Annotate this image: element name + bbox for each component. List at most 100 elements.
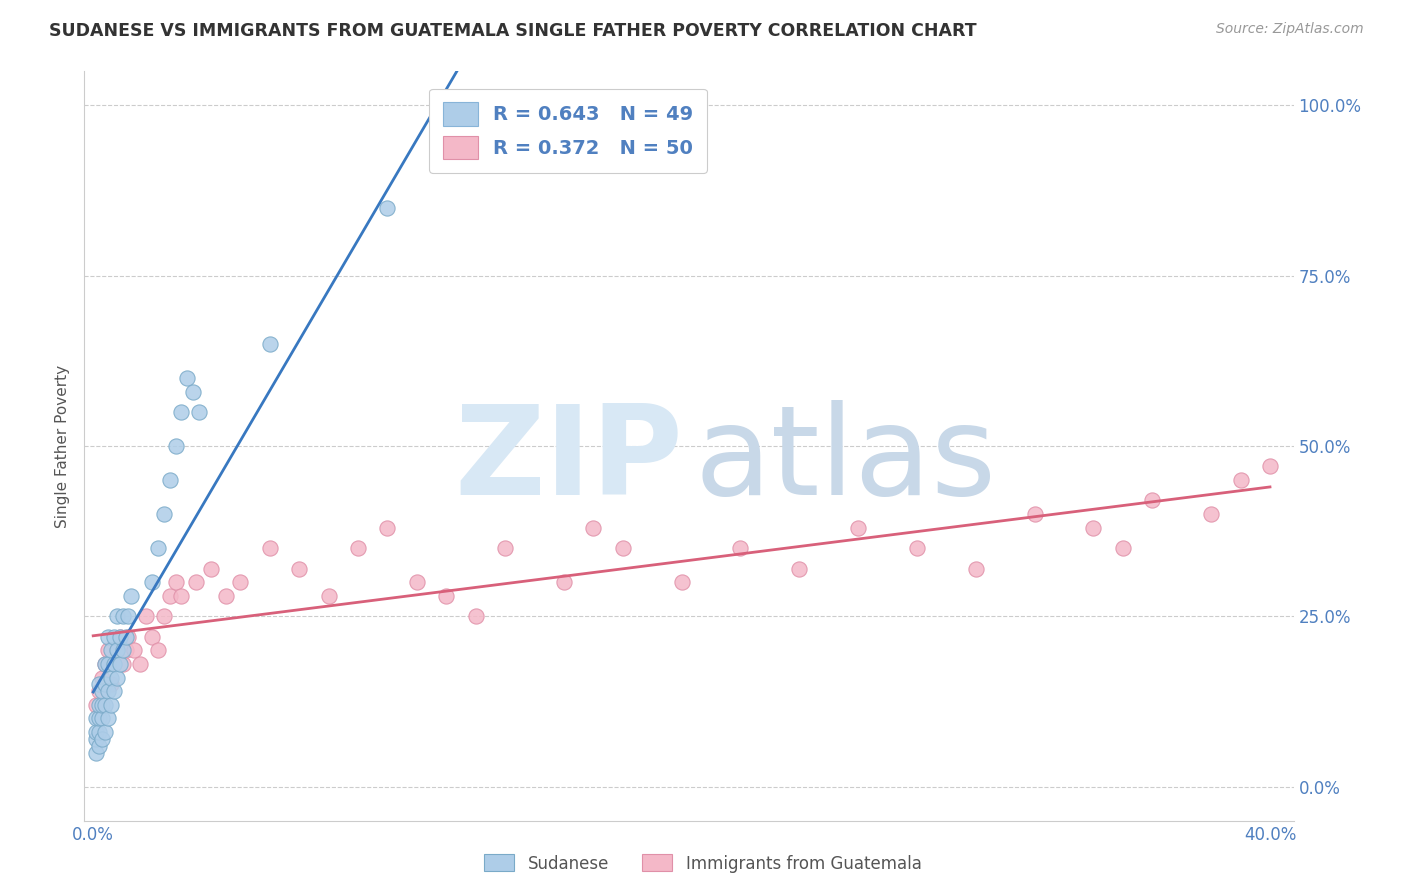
Point [91, 698, 114, 712]
Point [87, 711, 110, 725]
Point [181, 384, 204, 399]
Point [730, 541, 752, 556]
Point [229, 575, 252, 590]
Point [146, 541, 169, 556]
Point [114, 643, 136, 657]
Point [612, 541, 634, 556]
Point [94, 698, 117, 712]
Point [347, 541, 370, 556]
Point [103, 684, 125, 698]
Point [84, 711, 107, 725]
Point [103, 657, 125, 671]
Point [1083, 521, 1105, 535]
Point [97, 711, 120, 725]
Point [288, 561, 311, 575]
Point [100, 677, 122, 691]
Point [1112, 541, 1135, 556]
Point [97, 684, 120, 698]
Point [91, 731, 114, 746]
Point [146, 643, 169, 657]
Text: Source: ZipAtlas.com: Source: ZipAtlas.com [1216, 22, 1364, 37]
Point [117, 630, 139, 644]
Point [111, 643, 134, 657]
Point [1229, 473, 1251, 487]
Point [87, 677, 110, 691]
Point [165, 439, 187, 453]
Text: atlas: atlas [695, 401, 997, 522]
Point [129, 657, 152, 671]
Point [84, 731, 107, 746]
Point [97, 657, 120, 671]
Point [97, 643, 120, 657]
Point [103, 657, 125, 671]
Legend: Sudanese, Immigrants from Guatemala: Sudanese, Immigrants from Guatemala [478, 847, 928, 880]
Point [87, 725, 110, 739]
Point [846, 521, 869, 535]
Point [405, 575, 427, 590]
Point [105, 671, 128, 685]
Point [94, 725, 117, 739]
Point [87, 684, 110, 698]
Point [152, 507, 174, 521]
Point [1142, 493, 1164, 508]
Point [1199, 507, 1222, 521]
Point [100, 643, 122, 657]
Point [152, 609, 174, 624]
Point [105, 609, 128, 624]
Point [170, 405, 193, 419]
Point [159, 473, 181, 487]
Point [377, 201, 399, 215]
Point [91, 711, 114, 725]
Point [108, 657, 131, 671]
Point [553, 575, 575, 590]
Point [965, 561, 987, 575]
Point [259, 336, 281, 351]
Point [787, 561, 810, 575]
Point [905, 541, 928, 556]
Point [1258, 459, 1281, 474]
Point [100, 671, 122, 685]
Point [464, 609, 486, 624]
Point [111, 609, 134, 624]
Point [100, 698, 122, 712]
Y-axis label: Single Father Poverty: Single Father Poverty [55, 365, 70, 527]
Legend: R = 0.643   N = 49, R = 0.372   N = 50: R = 0.643 N = 49, R = 0.372 N = 50 [429, 88, 707, 173]
Point [94, 677, 117, 691]
Point [94, 657, 117, 671]
Point [124, 643, 146, 657]
Point [117, 609, 139, 624]
Point [200, 561, 222, 575]
Point [434, 589, 457, 603]
Point [582, 521, 605, 535]
Point [105, 643, 128, 657]
Point [84, 746, 107, 760]
Point [108, 630, 131, 644]
Point [87, 698, 110, 712]
Point [94, 657, 117, 671]
Point [87, 739, 110, 753]
Point [186, 575, 208, 590]
Point [97, 630, 120, 644]
Point [84, 698, 107, 712]
Point [103, 630, 125, 644]
Point [84, 725, 107, 739]
Point [111, 657, 134, 671]
Point [377, 521, 399, 535]
Point [1024, 507, 1046, 521]
Point [108, 630, 131, 644]
Text: ZIP: ZIP [454, 401, 683, 522]
Point [91, 671, 114, 685]
Point [120, 589, 142, 603]
Point [214, 589, 236, 603]
Point [494, 153, 516, 167]
Point [141, 630, 163, 644]
Point [494, 541, 516, 556]
Point [91, 684, 114, 698]
Point [188, 405, 211, 419]
Point [671, 575, 693, 590]
Point [318, 589, 340, 603]
Text: SUDANESE VS IMMIGRANTS FROM GUATEMALA SINGLE FATHER POVERTY CORRELATION CHART: SUDANESE VS IMMIGRANTS FROM GUATEMALA SI… [49, 22, 977, 40]
Point [135, 609, 157, 624]
Point [114, 630, 136, 644]
Point [176, 371, 198, 385]
